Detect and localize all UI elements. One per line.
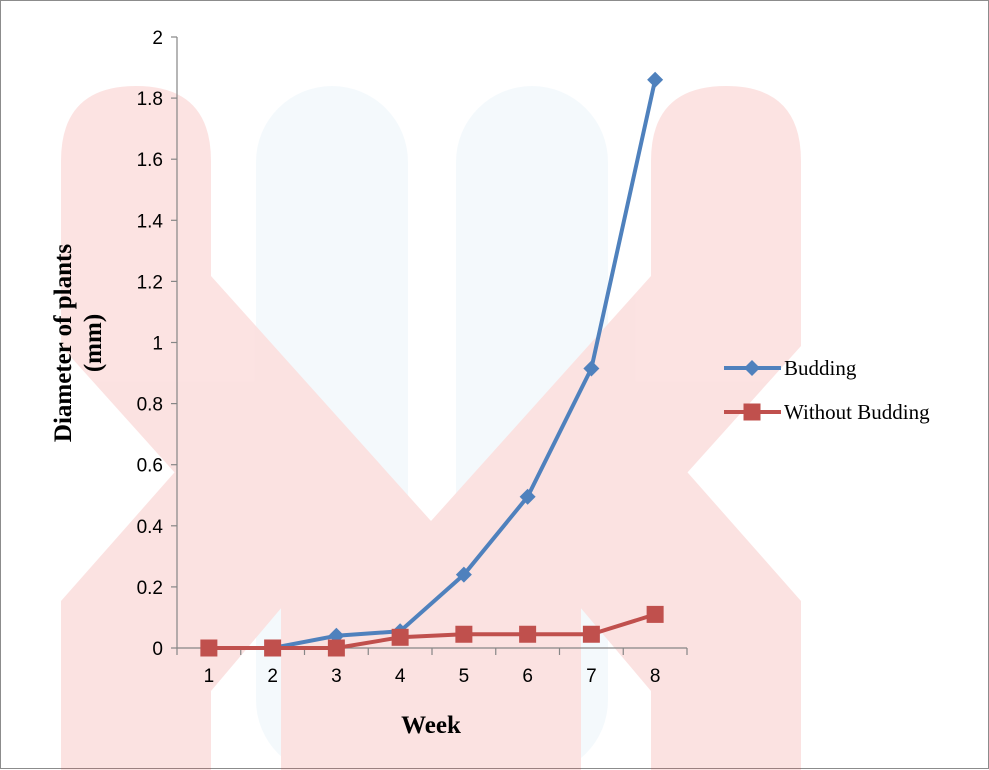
y-axis-title-line-2: (mm): [80, 314, 107, 372]
data-point-budding: [455, 566, 472, 583]
legend-item-budding: Budding: [724, 356, 857, 380]
watermark-red-stem-left: [61, 431, 321, 770]
y-tick-label: 1.6: [137, 150, 163, 171]
y-tick-label: 0: [152, 639, 163, 660]
legend: Budding Without Budding: [724, 356, 930, 424]
y-tick-label: 0.2: [137, 578, 163, 599]
series-line-without-budding: [208, 612, 656, 650]
legend-label-budding: Budding: [784, 356, 857, 380]
data-point-without-budding: [391, 628, 409, 646]
legend-marker-budding: [744, 360, 760, 376]
y-axis-title-line-1: Diameter of plants: [50, 244, 77, 442]
legend-item-without-budding: Without Budding: [724, 400, 930, 424]
x-tick-label: 8: [650, 666, 661, 687]
watermark-blue-bar-right: [456, 86, 608, 770]
series-line-budding: [208, 79, 658, 650]
watermark-red-arc-right: [431, 86, 801, 770]
x-tick-label: 5: [459, 666, 470, 687]
watermark: [61, 86, 801, 770]
data-point-without-budding: [582, 625, 600, 643]
legend-label-without-budding: Without Budding: [784, 400, 930, 424]
x-tick-label: 6: [522, 666, 533, 687]
y-tick-label: 1.2: [137, 272, 163, 293]
data-point-without-budding: [455, 625, 473, 643]
x-axis-title: Week: [401, 712, 461, 739]
legend-marker-without-budding: [743, 403, 761, 421]
x-tick-label: 1: [204, 666, 215, 687]
y-tick-label: 0.8: [137, 395, 163, 416]
watermark-blue-bar-left: [256, 86, 408, 770]
series-without-budding: [200, 605, 664, 657]
y-tick-label: 0.6: [137, 456, 163, 477]
x-tick-label: 4: [395, 666, 406, 687]
data-point-without-budding: [327, 639, 345, 657]
data-point-budding: [519, 488, 536, 505]
x-tick-label: 7: [586, 666, 597, 687]
plot-area: [200, 71, 664, 657]
watermark-red-arc-left: [61, 86, 431, 770]
data-point-without-budding: [646, 605, 664, 623]
y-tick-label: 1.8: [137, 89, 163, 110]
y-tick-label: 1.4: [137, 211, 164, 232]
y-tick-label: 0.4: [137, 517, 164, 538]
data-point-without-budding: [200, 639, 218, 657]
y-tick-label: 1: [152, 334, 163, 355]
axes: 0 0.2 0.4 0.6 0.8 1 1.2 1.4 1.6 1.8 2 1 2 3 4 5 6 7 8: [137, 28, 688, 687]
x-tick-label: 2: [267, 666, 278, 687]
data-point-without-budding: [519, 625, 537, 643]
data-point-budding: [647, 71, 664, 88]
data-point-without-budding: [264, 639, 282, 657]
y-tick-label: 2: [152, 28, 163, 49]
data-point-budding: [583, 360, 600, 377]
watermark-red-stem-right: [541, 431, 801, 770]
x-tick-label: 3: [331, 666, 342, 687]
